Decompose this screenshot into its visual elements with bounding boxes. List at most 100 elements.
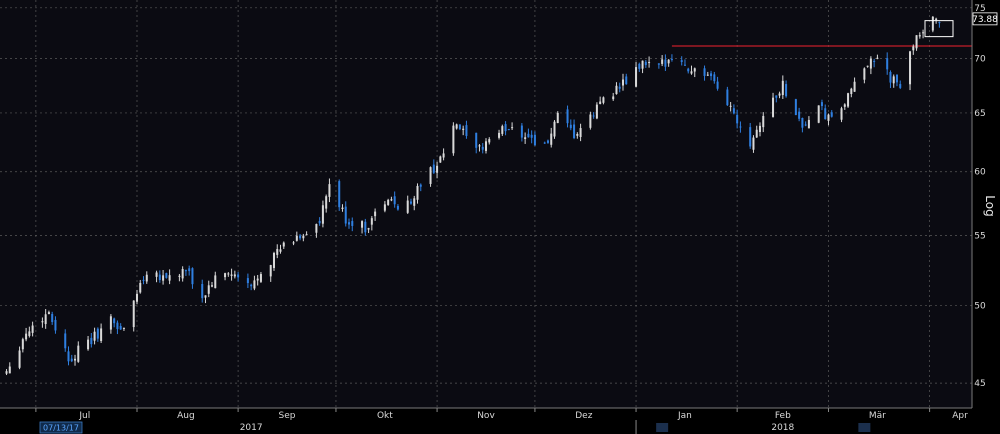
candle-body (484, 141, 488, 151)
candle-body (569, 124, 572, 129)
candle-body (184, 270, 187, 272)
candle-body (853, 81, 856, 92)
candle-body (162, 275, 165, 281)
candle-body (77, 345, 80, 362)
candle-body (621, 79, 625, 86)
candle-body (122, 327, 125, 329)
candle-body (272, 253, 275, 268)
candle-body (778, 93, 781, 96)
candle-body (318, 220, 321, 224)
candle-body (481, 146, 484, 150)
candle-body (706, 74, 709, 76)
date-badge-box (39, 421, 83, 434)
candle-body (299, 235, 302, 239)
y-tick-label: 45 (974, 379, 985, 389)
candle-body (436, 165, 439, 173)
candle-body (690, 71, 693, 74)
candle-body (762, 115, 765, 128)
candle-body (749, 127, 752, 147)
candle-body (922, 32, 925, 34)
candle-body (279, 249, 282, 252)
candle-body (393, 196, 396, 205)
candle-body (168, 275, 171, 281)
candle-body (269, 265, 272, 277)
date-badge-label: 07/13/17 (43, 424, 79, 433)
candle-body (67, 351, 70, 362)
candle-body (657, 63, 660, 65)
candle-body (87, 339, 90, 350)
candle-body (504, 124, 507, 132)
candle-body (488, 139, 491, 143)
candle-body (165, 273, 168, 278)
candle-body (556, 112, 559, 124)
candle-body (276, 249, 279, 255)
candle-body (96, 328, 99, 339)
y-tick-label: 65 (974, 109, 985, 119)
candle-body (188, 268, 191, 272)
candle-body (201, 284, 204, 299)
candle-body (429, 167, 432, 184)
candle-body (113, 318, 116, 324)
candle-body (139, 282, 142, 293)
candle-body (224, 273, 227, 278)
x-month-label: Nov (477, 411, 495, 421)
candle-body (18, 350, 21, 368)
candle-body (507, 129, 510, 131)
candle-body (5, 371, 8, 374)
candle-body (546, 140, 549, 143)
candle-body (866, 65, 869, 67)
candle-body (305, 234, 308, 236)
candle-body (886, 58, 889, 70)
candle-body (804, 124, 807, 126)
candle-body (455, 124, 458, 129)
candle-body (207, 285, 210, 294)
candle-body (873, 60, 876, 62)
candle-body (100, 328, 103, 342)
candle-body (931, 16, 934, 31)
candle-body (807, 119, 810, 129)
candle-body (51, 313, 54, 323)
candle-body (589, 114, 592, 128)
candle-body (667, 59, 670, 64)
candle-body (44, 314, 47, 325)
candle-body (47, 312, 50, 314)
candle-body (321, 205, 324, 224)
candle-body (416, 185, 419, 200)
candle-body (843, 104, 846, 107)
candle-body (259, 274, 262, 282)
candle-body (295, 235, 298, 241)
candle-body (573, 124, 576, 139)
candle-body (736, 114, 739, 124)
candle-body (595, 104, 598, 119)
candle-body (25, 333, 28, 340)
candle-body (670, 58, 673, 60)
candle-body (364, 221, 367, 233)
candle-body (638, 63, 641, 69)
candle-body (710, 73, 713, 77)
y-tick-label: 75 (974, 4, 985, 14)
candle-body (328, 184, 331, 197)
candle-body (918, 35, 921, 37)
y-axis: 75 70 65 60 55 50 45 Log 73.88 (971, 0, 998, 408)
candle-body (553, 121, 556, 137)
candle-body (820, 102, 823, 107)
candle-body (237, 274, 240, 278)
candle-body (533, 134, 536, 146)
x-month-label: Apr (952, 411, 968, 421)
candle-body (211, 285, 214, 287)
candle-body (550, 133, 553, 145)
candle-body (726, 89, 729, 106)
candle-body (233, 274, 236, 277)
candle-body (432, 164, 435, 173)
candle-body (758, 125, 761, 133)
candle-body (439, 156, 442, 163)
candle-body (142, 279, 145, 281)
x-month-label: Sep (279, 411, 296, 421)
x-month-label: Okt (377, 411, 393, 421)
candle-body (895, 74, 898, 83)
candle-body (716, 81, 719, 89)
x-year-label: 2017 (240, 423, 263, 433)
candle-body (635, 67, 638, 87)
candle-body (93, 331, 96, 341)
